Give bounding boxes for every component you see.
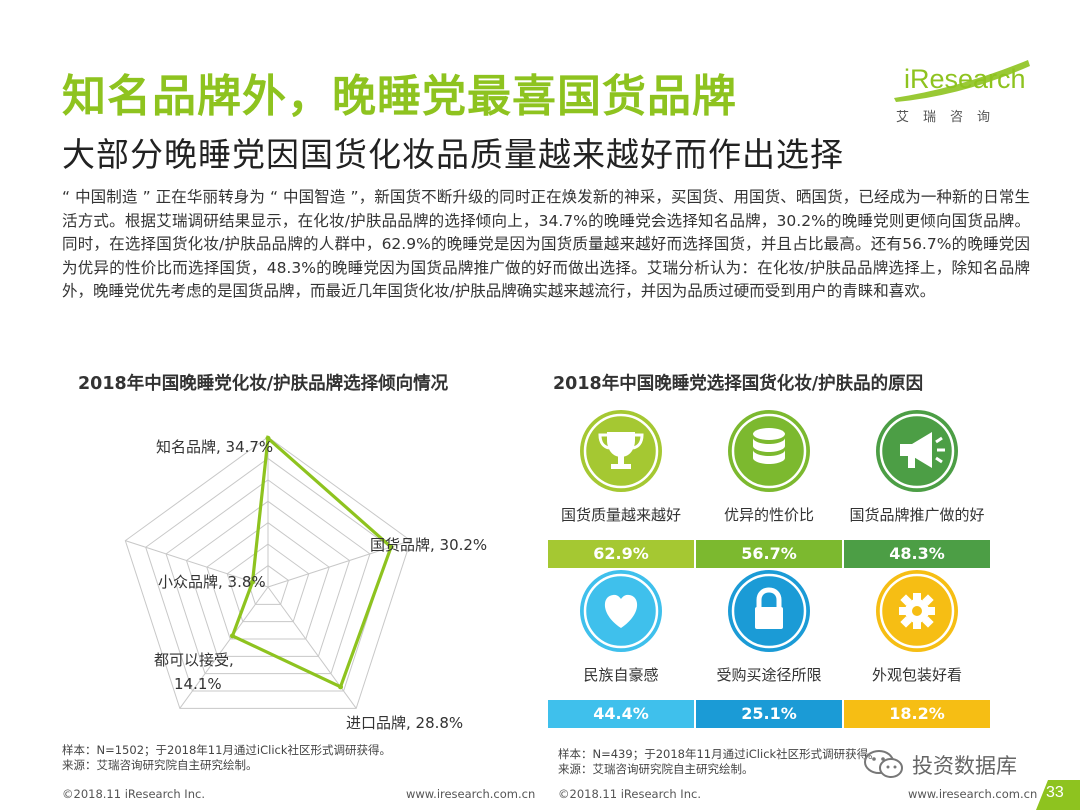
radar-grid-ring (124, 436, 412, 709)
footer-copyright-right: ©2018.11 iResearch Inc. (558, 787, 701, 801)
reason-label: 外观包装好看 (871, 666, 962, 684)
reason-value-bar: 44.4% (548, 700, 694, 728)
radar-data-point (229, 633, 235, 639)
reason-label: 受购买途径所限 (716, 666, 822, 684)
radar-axis-label: 都可以接受, 14.1% (154, 651, 234, 693)
radar-axis-line (267, 540, 411, 588)
reasons-chart-title: 2018年中国晚睡党选择国货化妆/护肤品的原因 (553, 374, 924, 394)
radar-grid-ring (145, 457, 391, 692)
logo-banner-icon (892, 58, 1030, 102)
reason-value-bar: 48.3% (844, 540, 990, 568)
reason-item: 优异的性价比 56.7% (696, 410, 842, 568)
radar-data-point (388, 544, 394, 550)
right-source-note: 来源：艾瑞咨询研究院自主研究绘制。 (558, 762, 754, 776)
reason-value-bar: 18.2% (844, 700, 990, 728)
radar-axis-line (179, 586, 269, 709)
page-subtitle: 大部分晚睡党因国货化妆品质量越来越好而作出选择 (62, 135, 844, 174)
logo-wordmark: iResearch (904, 64, 1026, 94)
radar-grid-ring (185, 500, 351, 657)
reason-label: 优异的性价比 (723, 506, 814, 524)
radar-axis-label: 知名品牌, 34.7% (156, 438, 273, 456)
gear-icon (876, 570, 958, 652)
radar-chart-title: 2018年中国晚睡党化妆/护肤品牌选择倾向情况 (78, 374, 449, 394)
right-sample-note: 样本：N=439；于2018年11月通过iClick社区形式调研获得。 (558, 747, 880, 761)
reason-item: 民族自豪感 44.4% (548, 570, 694, 728)
radar-grid-ring (165, 479, 371, 675)
footer-url-left: www.iresearch.com.cn (406, 787, 536, 801)
reason-value-bar: 25.1% (696, 700, 842, 728)
wechat-icon (864, 750, 903, 778)
page-number-shape (1036, 780, 1080, 810)
radar-axis-line (267, 586, 357, 709)
left-notes: 样本：N=1502；于2018年11月通过iClick社区形式调研获得。 来源：… (62, 743, 391, 773)
right-notes: 样本：N=439；于2018年11月通过iClick社区形式调研获得。 来源：艾… (558, 747, 880, 777)
radar-axis-label-line: 都可以接受, (154, 651, 234, 669)
radar-data-point (250, 579, 256, 585)
reason-label: 国货质量越来越好 (560, 506, 681, 524)
page-title: 知名品牌外，晚睡党最喜国货品牌 (62, 71, 737, 122)
reason-item: 国货质量越来越好 62.9% (548, 410, 694, 568)
radar-data-point (338, 684, 344, 690)
lock-icon (728, 570, 810, 652)
watermark-text: 投资数据库 (912, 754, 1017, 778)
footer-copyright-left: ©2018.11 iResearch Inc. (62, 787, 205, 801)
radar-grid-ring (206, 522, 330, 640)
page-number-badge: 33 (1036, 780, 1080, 810)
watermark: 投资数据库 (862, 748, 1052, 780)
reason-item: 外观包装好看 18.2% (844, 570, 990, 728)
database-icon (728, 410, 810, 492)
radar-axis-label: 小众品牌, 3.8% (158, 573, 266, 591)
radar-axis-label: 进口品牌, 28.8% (346, 714, 463, 732)
iresearch-logo: iResearch 艾瑞咨询 (890, 58, 1032, 128)
reason-value-bar: 56.7% (696, 540, 842, 568)
trophy-icon (580, 410, 662, 492)
reason-value-bar: 62.9% (548, 540, 694, 568)
radar-series-line (230, 435, 393, 690)
radar-axis-label: 国货品牌, 30.2% (370, 536, 487, 554)
reason-label: 国货品牌推广做的好 (849, 506, 985, 524)
heart-icon (580, 570, 662, 652)
radar-axis-line (125, 540, 269, 588)
reason-label: 民族自豪感 (583, 666, 659, 684)
footer-url-right: www.iresearch.com.cn (908, 787, 1038, 801)
radar-axis-label-line: 14.1% (174, 675, 222, 693)
left-source-note: 来源：艾瑞咨询研究院自主研究绘制。 (62, 758, 258, 772)
intro-paragraph: “ 中国制造 ” 正在华丽转身为 “ 中国智造 ”，新国货不断升级的同时正在焕发… (62, 188, 1030, 300)
radar-data-point (265, 435, 271, 441)
radar-chart: 知名品牌, 34.7% 国货品牌, 30.2% 进口品牌, 28.8% 都可以接受, 1… (124, 435, 487, 732)
left-sample-note: 样本：N=1502；于2018年11月通过iClick社区形式调研获得。 (62, 743, 391, 757)
reason-item: 国货品牌推广做的好 48.3% (844, 410, 990, 568)
megaphone-icon (876, 410, 958, 492)
radar-grid-ring (247, 564, 289, 605)
page-number: 33 (1046, 784, 1064, 801)
reason-item: 受购买途径所限 25.1% (696, 570, 842, 728)
logo-tagline: 艾瑞咨询 (896, 110, 1005, 125)
radar-grid-ring (226, 543, 310, 623)
reasons-chart: 国货质量越来越好 62.9% 优异的性价比 56.7% 国货品牌推广做的好 48.3% 民族… (548, 410, 992, 730)
